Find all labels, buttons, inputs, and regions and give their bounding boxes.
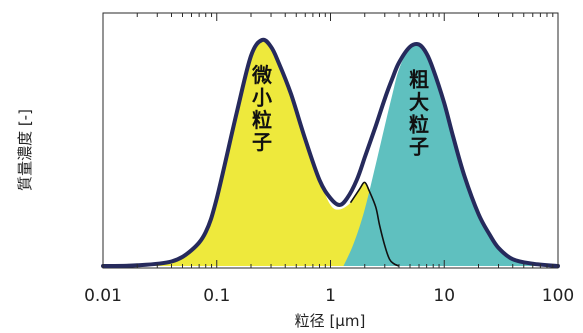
total-distribution-curve bbox=[101, 37, 560, 268]
fine-mode-boundary-line bbox=[349, 181, 400, 267]
region-label-char: 大 bbox=[409, 90, 429, 114]
region-label-char: 子 bbox=[252, 130, 272, 154]
region-label-char: 粗 bbox=[409, 68, 429, 92]
region-label-char: 粒 bbox=[252, 108, 272, 132]
x-tick-label: 1 bbox=[325, 286, 336, 306]
x-tick-label: 10 bbox=[433, 286, 455, 306]
region-label-2: 粗大粒子 bbox=[409, 68, 429, 159]
region-label-char: 小 bbox=[252, 85, 272, 109]
region-label-1: 微小粒子 bbox=[251, 63, 272, 154]
series-area-2 bbox=[343, 43, 558, 267]
region-label-char: 粒 bbox=[409, 112, 429, 136]
y-axis-title: 質量濃度 [-] bbox=[16, 109, 34, 191]
x-axis-title: 粒径 [μm] bbox=[295, 312, 366, 330]
region-label-char: 子 bbox=[409, 135, 429, 159]
series-area-1 bbox=[103, 39, 399, 266]
region-label-char: 微 bbox=[251, 63, 272, 87]
x-tick-label: 100 bbox=[542, 286, 574, 306]
x-tick-label: 0.1 bbox=[203, 286, 230, 306]
x-tick-label: 0.01 bbox=[84, 286, 122, 306]
